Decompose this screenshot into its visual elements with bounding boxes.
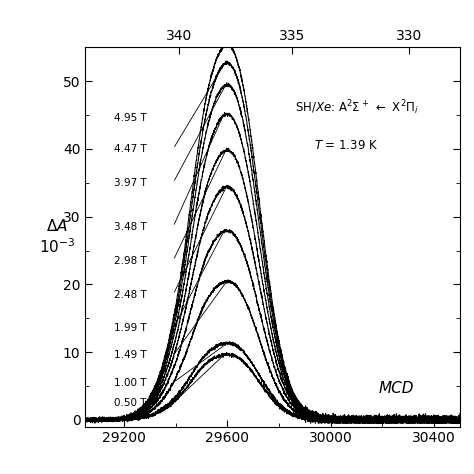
Y-axis label: $\Delta A$
$10^{-3}$: $\Delta A$ $10^{-3}$ xyxy=(39,218,75,256)
Text: $T$ = 1.39 K: $T$ = 1.39 K xyxy=(314,139,378,153)
Text: 4.47 T: 4.47 T xyxy=(114,144,146,154)
Text: 3.97 T: 3.97 T xyxy=(114,178,146,188)
Text: 1.99 T: 1.99 T xyxy=(114,323,146,333)
Text: 1.00 T: 1.00 T xyxy=(114,378,146,388)
Text: 1.49 T: 1.49 T xyxy=(114,350,146,361)
Text: 3.48 T: 3.48 T xyxy=(114,222,146,232)
Text: 2.98 T: 2.98 T xyxy=(114,255,146,266)
Text: 0.50 T: 0.50 T xyxy=(114,398,146,408)
Text: MCD: MCD xyxy=(378,381,414,396)
Text: SH/$Xe$: A$^2\Sigma^+$ $\leftarrow$ X$^2\Pi_i$: SH/$Xe$: A$^2\Sigma^+$ $\leftarrow$ X$^2… xyxy=(295,99,419,118)
Text: 4.95 T: 4.95 T xyxy=(114,113,146,124)
Text: 2.48 T: 2.48 T xyxy=(114,290,146,300)
